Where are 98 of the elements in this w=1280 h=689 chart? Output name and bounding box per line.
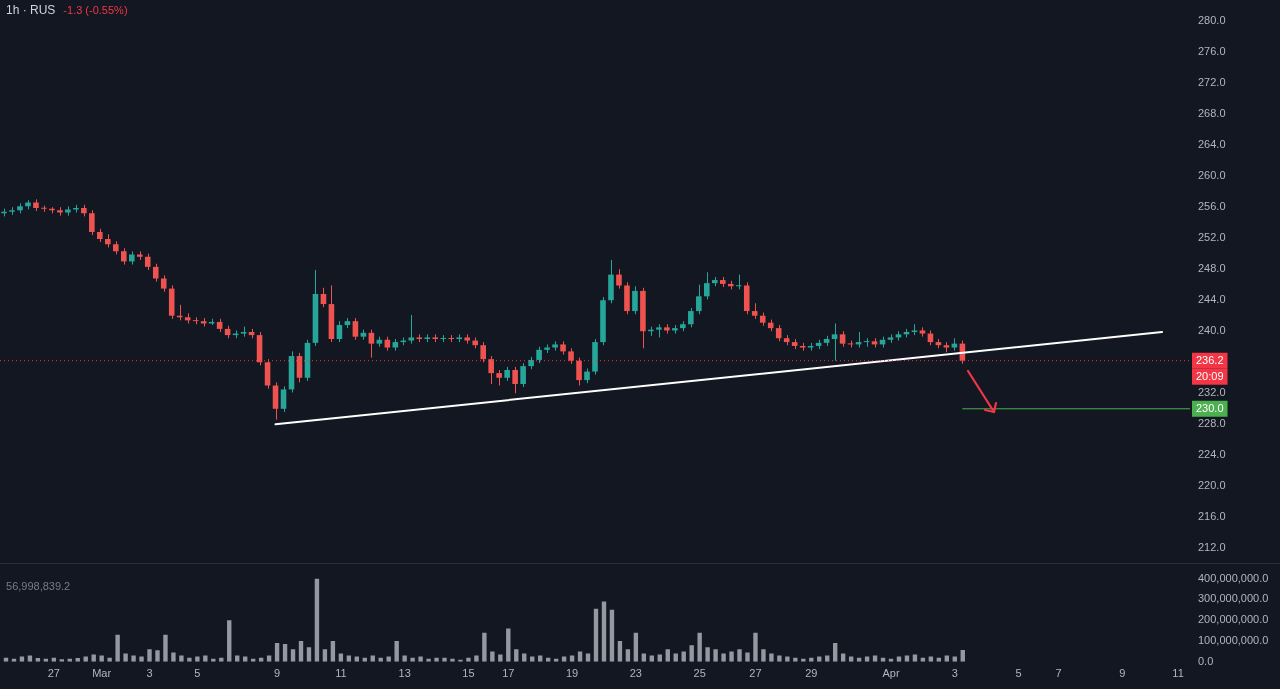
candlestick: [520, 362, 526, 388]
bar: [705, 647, 710, 662]
candlestick: [632, 285, 638, 315]
chart-title: 1h · RUS: [6, 3, 56, 17]
x-tick-label: 19: [565, 667, 579, 680]
candlestick: [704, 271, 710, 300]
bar: [394, 641, 399, 662]
y-tick-label: 240.0: [1198, 324, 1226, 337]
candlestick: [512, 366, 518, 394]
x-tick-label: 9: [274, 667, 281, 680]
bar: [123, 653, 128, 662]
x-tick-label: 5: [1015, 667, 1022, 680]
y-tick-label: 220.0: [1198, 479, 1226, 492]
bar: [729, 651, 734, 662]
bar: [179, 655, 184, 662]
bar: [314, 578, 320, 662]
x-tick-label: 11: [335, 667, 347, 680]
candlestick: [696, 284, 702, 315]
bar: [777, 655, 782, 662]
chart-subtitle: -1.3 (-0.55%): [63, 4, 128, 16]
bar: [171, 652, 176, 662]
y-tick-label: 100,000,000.0: [1198, 634, 1269, 647]
bar: [131, 655, 136, 662]
y-tick-label: 212.0: [1198, 541, 1226, 554]
x-tick-label: Mar: [92, 667, 112, 680]
y-tick-label: 0.0: [1198, 654, 1214, 667]
x-tick-label: 23: [629, 667, 642, 680]
ref-line-label: 236.2: [1196, 353, 1224, 366]
bar: [769, 653, 774, 662]
candlestick: [280, 385, 287, 413]
x-tick-label: 3: [951, 667, 958, 680]
ref-line-label: 230.0: [1196, 401, 1224, 414]
bar: [601, 601, 607, 662]
candlestick: [831, 322, 838, 362]
bar: [482, 632, 487, 662]
bar: [737, 649, 742, 662]
y-tick-label: 272.0: [1198, 76, 1226, 89]
x-tick-label: 13: [398, 667, 411, 680]
candlestick: [352, 317, 359, 341]
bar: [761, 649, 766, 662]
y-tick-label: 216.0: [1198, 510, 1226, 523]
bar: [203, 655, 208, 662]
x-tick-label: Apr: [882, 667, 900, 680]
bar: [155, 650, 160, 662]
candlestick: [688, 307, 694, 328]
x-tick-label: 27: [749, 667, 762, 680]
y-tick-label: 276.0: [1198, 45, 1226, 58]
annotation: 56,998,839.2: [6, 579, 71, 592]
bar: [402, 655, 407, 662]
bar: [227, 620, 232, 662]
y-tick-label: 264.0: [1198, 138, 1226, 151]
bar: [697, 632, 702, 662]
y-tick-label: 300,000,000.0: [1198, 592, 1269, 605]
candlestick: [576, 357, 582, 387]
y-tick-label: 228.0: [1198, 417, 1226, 430]
bar: [115, 634, 120, 662]
bar: [474, 655, 479, 662]
bar: [99, 655, 104, 662]
y-tick-label: 268.0: [1198, 107, 1226, 120]
candlestick: [408, 314, 415, 345]
bar: [753, 632, 758, 662]
bar: [498, 654, 503, 662]
candlestick: [368, 329, 375, 359]
candlestick: [264, 358, 271, 390]
x-tick-label: 3: [146, 667, 153, 680]
y-tick-label: 400,000,000.0: [1198, 571, 1269, 584]
x-tick-label: 25: [693, 667, 706, 680]
bar: [490, 651, 495, 662]
bar: [163, 634, 168, 662]
bar: [689, 645, 694, 662]
x-tick-label: 11: [1172, 667, 1184, 680]
x-tick-label: 9: [1119, 667, 1126, 680]
y-tick-label: 232.0: [1198, 386, 1226, 399]
x-tick-label: 7: [1055, 667, 1062, 680]
y-tick-label: 200,000,000.0: [1198, 613, 1269, 626]
bar: [147, 649, 152, 662]
candlestick: [488, 355, 494, 385]
y-tick-label: 256.0: [1198, 200, 1226, 213]
y-tick-label: 224.0: [1198, 448, 1226, 461]
candlestick: [89, 209, 95, 236]
y-tick-label: 280.0: [1198, 14, 1226, 27]
x-tick-label: 15: [462, 667, 475, 680]
x-tick-label: 17: [502, 667, 515, 680]
candlestick: [336, 320, 343, 343]
x-tick-label: 27: [47, 667, 60, 680]
x-tick-label: 29: [805, 667, 818, 680]
y-tick-label: 260.0: [1198, 169, 1226, 182]
bar: [721, 653, 726, 662]
y-tick-label: 252.0: [1198, 231, 1226, 244]
candlestick: [296, 352, 303, 383]
x-tick-label: 5: [194, 667, 201, 680]
bar: [713, 649, 718, 662]
y-tick-label: 248.0: [1198, 262, 1226, 275]
y-tick-label: 244.0: [1198, 293, 1226, 306]
candlestick: [616, 268, 622, 290]
text: 20:09: [1196, 369, 1224, 382]
candlestick: [480, 341, 486, 363]
bar: [745, 652, 750, 662]
